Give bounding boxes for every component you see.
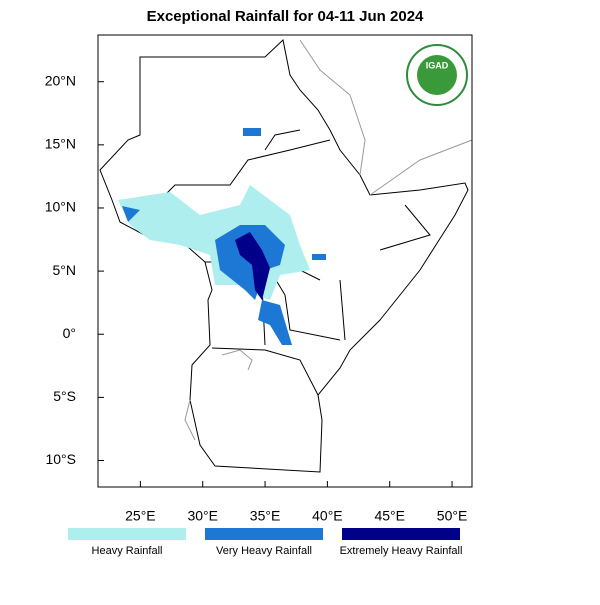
x-tick-label: 25°E (125, 508, 156, 524)
legend-swatch (205, 528, 323, 540)
legend-swatch (342, 528, 460, 540)
y-tick-label: 10°S (45, 451, 76, 467)
y-tick-label: 5°N (53, 262, 77, 278)
x-tick-label: 40°E (312, 508, 343, 524)
x-tick-label: 30°E (187, 508, 218, 524)
rain-patch (243, 128, 261, 136)
x-tick-label: 50°E (437, 508, 468, 524)
rain-patch (258, 300, 292, 345)
y-tick-label: 0° (63, 325, 76, 341)
rain-patch (235, 232, 270, 300)
logo-center (417, 55, 457, 95)
y-tick-label: 15°N (45, 136, 76, 152)
y-tick-label: 5°S (53, 388, 76, 404)
legend-label: Heavy Rainfall (92, 545, 163, 557)
rainfall (118, 128, 326, 345)
neighbor-borders (184, 39, 473, 441)
title: Exceptional Rainfall for 04-11 Jun 2024 (147, 8, 424, 25)
rain-patch (312, 254, 326, 260)
legend-label: Extremely Heavy Rainfall (340, 545, 463, 557)
rain-patch (122, 206, 140, 222)
x-tick-label: 45°E (374, 508, 405, 524)
logo-text: IGAD (426, 60, 449, 70)
y-tick-label: 20°N (45, 72, 76, 88)
map-frame (97, 34, 473, 488)
x-tick-label: 35°E (250, 508, 281, 524)
logo: IGAD (406, 44, 468, 106)
legend-swatch (68, 528, 186, 540)
legend-label: Very Heavy Rainfall (216, 545, 312, 557)
y-tick-label: 10°N (45, 199, 76, 215)
